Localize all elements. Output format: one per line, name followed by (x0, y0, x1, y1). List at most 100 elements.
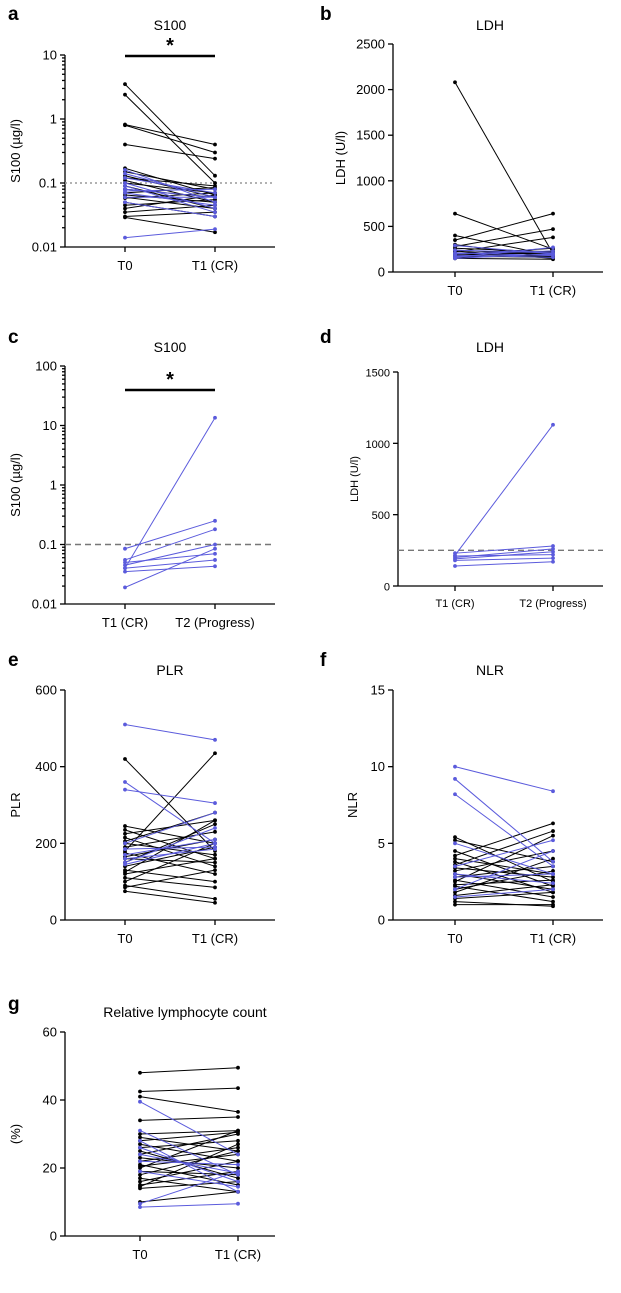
y-tick-label: 200 (35, 836, 57, 851)
series-line (124, 839, 216, 856)
data-point (551, 556, 555, 561)
series-line (139, 1160, 239, 1183)
panel-f: f NLR 0 5 10 15 T0 T1 (CR) NLR (320, 650, 603, 946)
data-point (123, 206, 127, 211)
data-point (453, 864, 457, 869)
data-point (123, 566, 127, 571)
series-line (454, 213, 554, 241)
data-point (138, 1179, 142, 1184)
y-tick-label: 1 (50, 478, 57, 493)
data-point (551, 864, 555, 869)
data-point (236, 1086, 240, 1090)
data-point (551, 552, 555, 557)
data-point (236, 1132, 240, 1136)
y-tick-label: 1500 (366, 368, 390, 380)
data-point (453, 792, 457, 797)
panel-title: NLR (476, 662, 504, 678)
series-line (124, 417, 216, 569)
data-point (551, 789, 555, 794)
series-line (139, 1133, 239, 1155)
data-point (551, 902, 555, 907)
data-point (138, 1118, 142, 1123)
data-point (123, 142, 127, 147)
data-point (123, 885, 127, 890)
series-line (124, 877, 216, 888)
data-point (551, 881, 555, 886)
series-line (124, 858, 216, 875)
series-line (124, 177, 216, 194)
data-point (213, 879, 217, 884)
x-tick-label: T1 (CR) (435, 598, 474, 610)
data-point (551, 838, 555, 843)
x-tick-label: T0 (117, 931, 132, 946)
data-point (138, 1138, 142, 1143)
data-point (213, 173, 217, 178)
series-line (454, 554, 554, 557)
data-point (138, 1128, 142, 1133)
data-point (138, 1159, 142, 1164)
series-line (139, 1181, 239, 1189)
data-point (551, 249, 555, 253)
data-point (453, 564, 457, 568)
data-point (551, 255, 555, 260)
data-point (123, 847, 127, 851)
data-point (453, 256, 457, 261)
data-point (138, 1201, 142, 1206)
x-tick-label: T1 (CR) (530, 931, 576, 946)
series-line (139, 1170, 239, 1176)
series-line (124, 890, 216, 904)
data-point (123, 171, 127, 176)
data-point (213, 518, 217, 523)
data-point (453, 859, 457, 864)
data-point (236, 1145, 240, 1150)
data-point (123, 831, 127, 836)
y-tick-label: 0 (50, 913, 57, 928)
y-tick-label: 60 (43, 1025, 57, 1040)
data-point (453, 764, 457, 769)
data-point (453, 248, 457, 253)
data-point (138, 1169, 142, 1174)
data-point (453, 211, 457, 216)
data-point (123, 195, 127, 200)
y-axis-label: (%) (8, 1124, 23, 1144)
y-tick-label: 0.01 (32, 240, 57, 255)
data-point (551, 890, 555, 895)
series-blue (453, 243, 555, 261)
data-point (551, 549, 555, 554)
series-blue (123, 722, 217, 867)
x-tick-label: T2 (Progress) (175, 615, 254, 630)
series-line (124, 819, 216, 873)
panel-label: f (320, 650, 327, 671)
series-line (139, 1153, 239, 1167)
data-point (453, 233, 457, 238)
data-point (453, 838, 457, 843)
series-line (454, 861, 554, 893)
data-point (213, 210, 217, 215)
data-point (138, 1205, 142, 1209)
data-point (123, 824, 127, 828)
data-point (123, 852, 127, 857)
x-tick-label: T2 (Progress) (519, 598, 586, 610)
data-point (453, 884, 457, 889)
data-point (453, 853, 457, 858)
data-point (138, 1070, 142, 1075)
data-point (453, 777, 457, 781)
series-line (454, 561, 554, 567)
data-point (213, 847, 217, 851)
data-point (453, 849, 457, 853)
series-line (139, 1067, 239, 1074)
series-line (124, 124, 216, 153)
data-point (236, 1149, 240, 1153)
data-point (236, 1169, 240, 1174)
data-point (453, 902, 457, 907)
series-line (124, 124, 216, 145)
series-line (454, 778, 554, 863)
panel-e: e PLR 0 200 400 600 T0 T1 (CR) PLR (8, 650, 275, 946)
data-point (551, 869, 555, 873)
data-point (453, 890, 457, 895)
series-line (454, 873, 554, 884)
data-point (123, 879, 127, 884)
x-tick-label: T0 (447, 283, 462, 298)
data-point (453, 243, 457, 248)
y-tick-label: 5 (378, 836, 385, 851)
